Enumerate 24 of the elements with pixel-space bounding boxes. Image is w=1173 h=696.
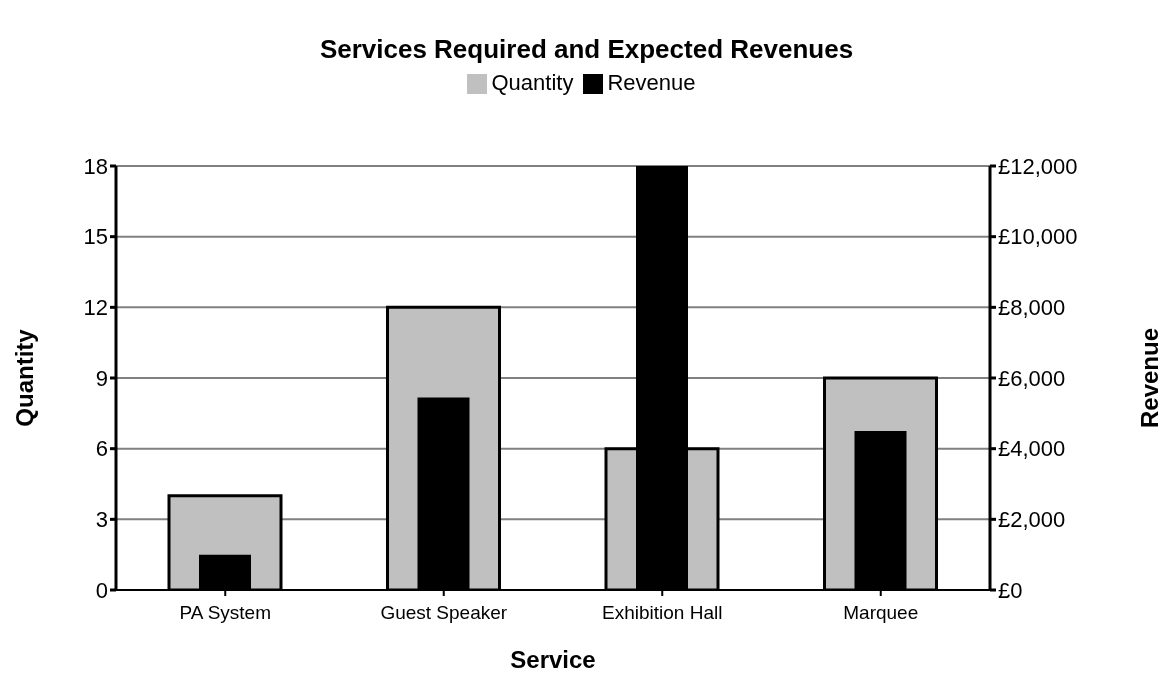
y2-tick-label: £2,000	[998, 507, 1066, 533]
y2-tick-label: £12,000	[998, 153, 1078, 179]
legend-label: Revenue	[607, 70, 696, 95]
y-axis-title: Quantity	[10, 328, 38, 427]
y2-axis-title: Revenue	[1135, 327, 1163, 429]
y-tick-label: 9	[95, 365, 108, 391]
y2-tick-label: £8,000	[998, 295, 1066, 321]
y-tick-label: 18	[83, 153, 108, 179]
y-tick-label: 6	[95, 436, 108, 462]
x-tick-label: Exhibition Hall	[602, 602, 723, 624]
legend-label: Quantity	[491, 70, 574, 95]
x-tick-label: Marquee	[843, 602, 919, 624]
x-tick-label: Guest Speaker	[380, 602, 508, 624]
y2-tick-label: £6,000	[998, 365, 1066, 391]
x-axis-title: Service	[510, 646, 596, 673]
y-tick-label: 3	[95, 507, 108, 533]
y2-tick-label: £10,000	[998, 224, 1078, 250]
y-tick-label: 0	[95, 577, 108, 603]
x-tick-label: PA System	[179, 602, 272, 624]
y-tick-label: 15	[83, 224, 108, 250]
y2-tick-label: £4,000	[998, 436, 1066, 462]
y2-tick-label: £0	[998, 577, 1023, 603]
y-tick-label: 12	[83, 295, 108, 321]
chart-title: Services Required and Expected Revenues	[318, 34, 855, 66]
